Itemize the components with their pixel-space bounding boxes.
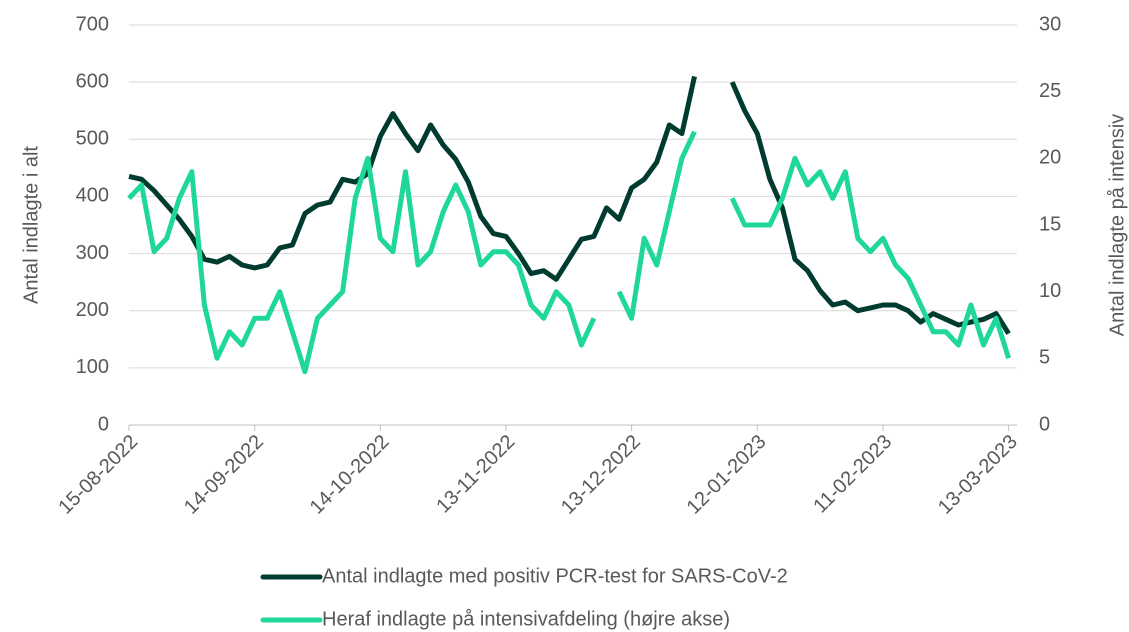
x-tick-label: 11-02-2023 <box>809 431 896 518</box>
y-tick-label: 400 <box>76 185 109 207</box>
y2-tick-label: 20 <box>1039 147 1061 169</box>
y2-tick-label: 10 <box>1039 280 1061 302</box>
x-tick-label: 13-12-2022 <box>557 431 645 519</box>
legend-label: Antal indlagte med positiv PCR-test for … <box>322 565 788 587</box>
y2-tick-label: 30 <box>1039 13 1061 35</box>
y-axis-title: Antal indlagte i alt <box>20 146 42 304</box>
x-tick-label: 15-08-2022 <box>54 431 142 519</box>
y-tick-label: 600 <box>76 70 109 92</box>
x-tick-label: 14-10-2022 <box>306 431 394 519</box>
series-line <box>128 75 1011 335</box>
y2-tick-label: 15 <box>1039 213 1061 235</box>
y-tick-label: 100 <box>76 356 109 378</box>
y-tick-label: 0 <box>98 413 109 435</box>
y-tick-label: 300 <box>76 242 109 264</box>
y2-axis-title: Antal indlagte på intensiv <box>1106 114 1128 336</box>
x-tick-label: 14-09-2022 <box>180 431 268 519</box>
y2-tick-label: 25 <box>1039 80 1061 102</box>
x-tick-label: 13-11-2022 <box>432 431 519 518</box>
y2-tick-label: 0 <box>1039 413 1050 435</box>
y-tick-label: 200 <box>76 299 109 321</box>
x-tick-label: 12-01-2023 <box>683 431 771 519</box>
y-tick-label: 700 <box>76 13 109 35</box>
x-tick-label: 13-03-2023 <box>934 431 1022 519</box>
series-line <box>127 130 1011 375</box>
y2-tick-label: 5 <box>1039 347 1050 369</box>
y-tick-label: 500 <box>76 128 109 150</box>
legend-label: Heraf indlagte på intensivafdeling (højr… <box>322 608 730 630</box>
